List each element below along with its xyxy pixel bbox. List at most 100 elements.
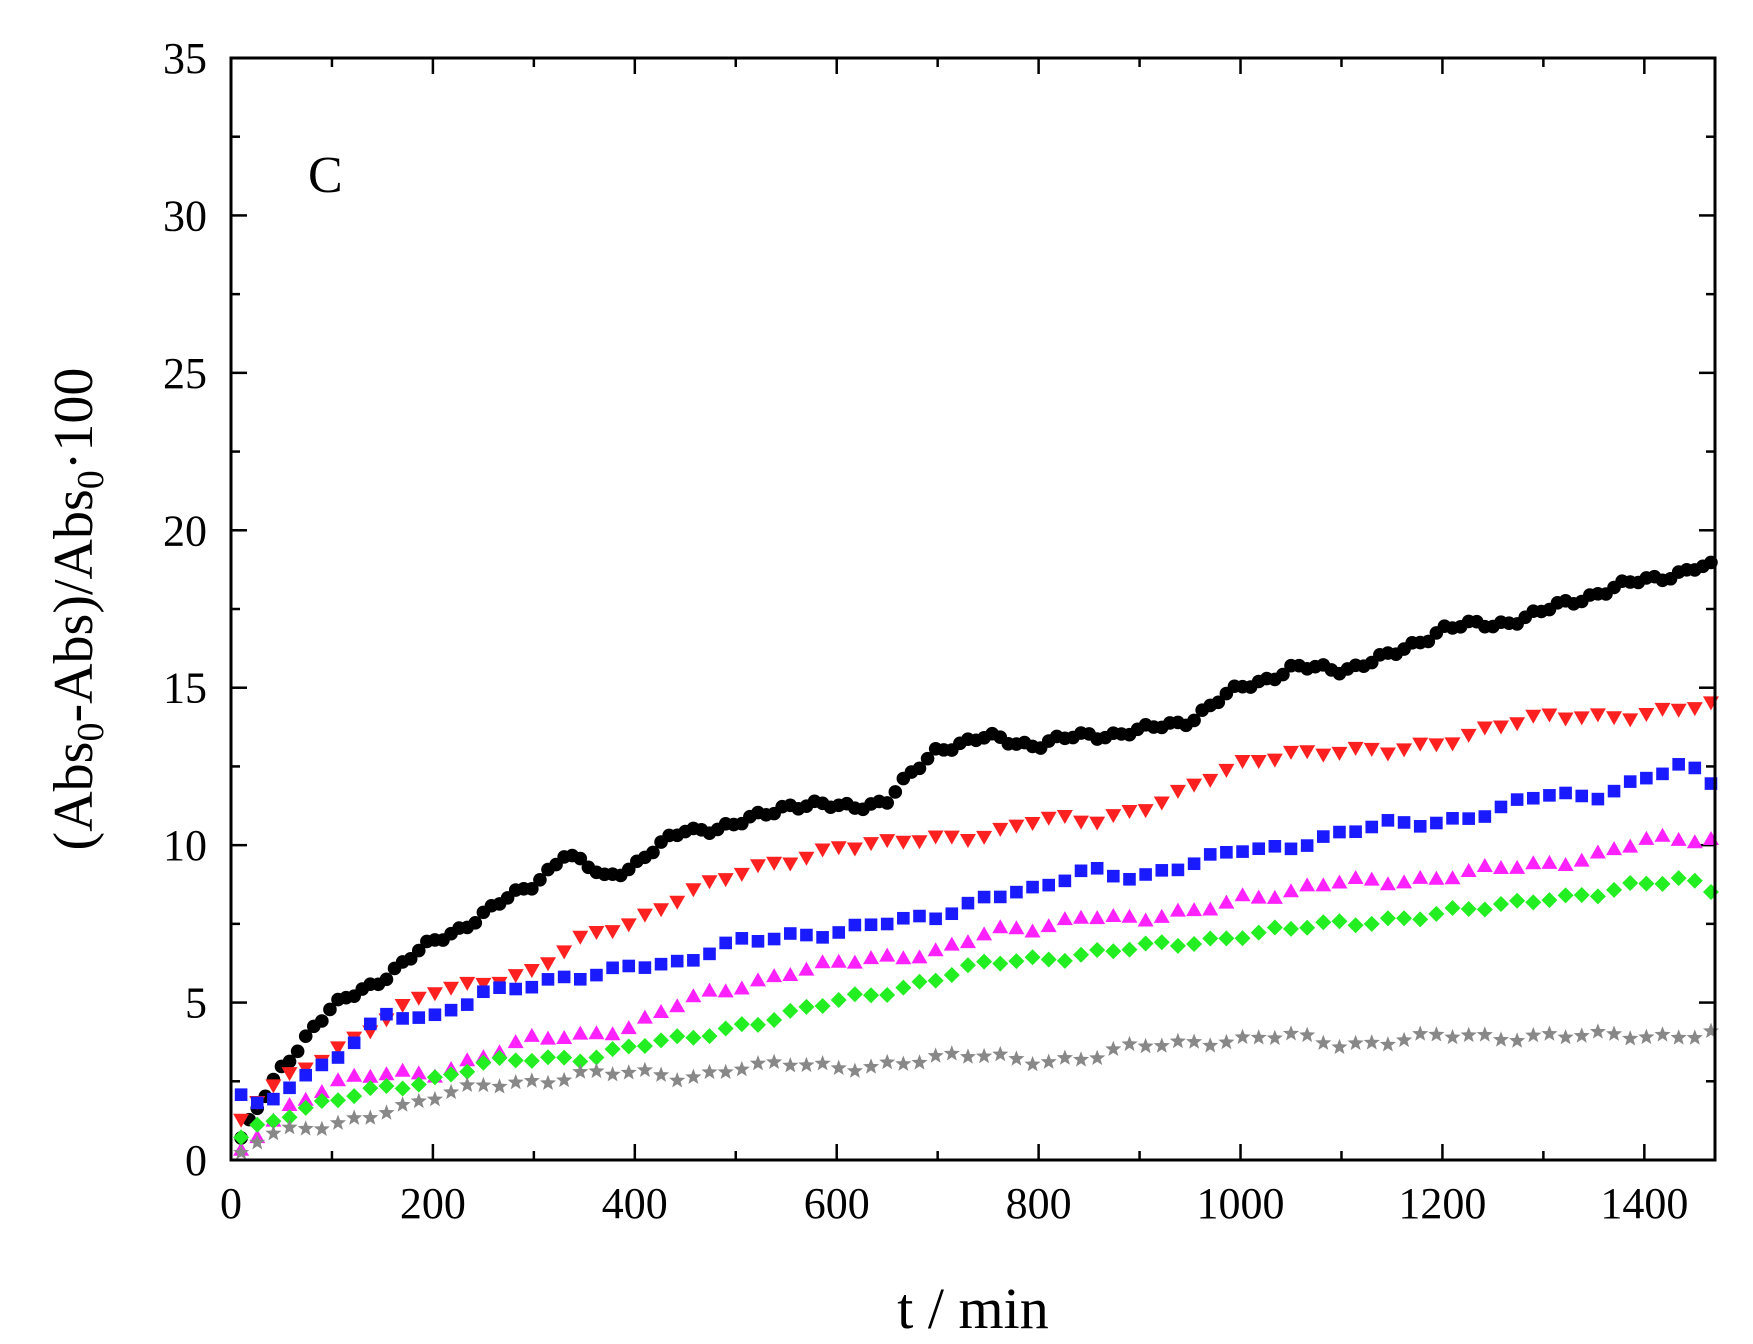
data-point	[379, 972, 394, 987]
data-point	[1105, 1040, 1122, 1056]
data-point	[346, 1088, 363, 1105]
data-point	[1315, 1034, 1332, 1050]
data-point	[1379, 910, 1396, 927]
data-point	[670, 954, 684, 968]
data-point	[1123, 872, 1136, 886]
data-point	[1573, 852, 1590, 867]
data-point	[992, 822, 1009, 837]
data-point	[701, 1063, 718, 1080]
plot-frame	[229, 56, 1717, 1162]
data-point	[378, 1066, 395, 1081]
y-title-subscript: 0	[70, 723, 112, 742]
data-point	[1187, 713, 1201, 728]
data-point	[1315, 748, 1332, 763]
data-point	[1444, 1028, 1461, 1045]
data-point	[331, 1051, 345, 1064]
data-point	[588, 1049, 605, 1066]
data-point	[1347, 870, 1364, 885]
data-point	[1363, 742, 1380, 757]
data-point	[346, 1109, 363, 1125]
data-point	[1331, 746, 1348, 761]
data-point	[945, 907, 959, 921]
data-point	[477, 985, 490, 999]
data-point	[396, 1012, 409, 1025]
y-title-part: (Abs	[43, 742, 105, 851]
data-point	[1654, 827, 1671, 842]
data-point	[1656, 767, 1669, 781]
data-point	[1476, 721, 1493, 736]
data-point	[1186, 902, 1203, 917]
data-point	[1058, 874, 1072, 888]
data-point	[1492, 720, 1509, 735]
data-point	[863, 987, 880, 1004]
data-point	[1252, 842, 1265, 856]
data-series	[233, 555, 1719, 1160]
data-point	[364, 1017, 377, 1031]
data-point	[1541, 892, 1558, 909]
series-star	[233, 1022, 1719, 1160]
data-point	[394, 1096, 411, 1112]
data-point	[911, 949, 928, 964]
data-point	[1702, 883, 1719, 900]
data-point	[669, 1028, 686, 1045]
data-point	[267, 1092, 280, 1106]
data-point	[1591, 792, 1605, 806]
data-point	[863, 837, 880, 852]
data-point	[1283, 883, 1299, 898]
data-point	[1300, 839, 1314, 852]
data-point	[1187, 857, 1201, 871]
series-square	[234, 758, 1718, 1110]
data-point	[1089, 910, 1106, 925]
data-point	[1430, 816, 1443, 830]
data-point	[556, 1049, 573, 1066]
data-point	[573, 851, 588, 866]
data-point	[943, 830, 960, 845]
data-point	[814, 998, 831, 1015]
data-point	[977, 890, 991, 904]
data-point	[1105, 809, 1122, 824]
data-point	[297, 1099, 314, 1116]
data-point	[1299, 745, 1316, 760]
data-point	[444, 1003, 458, 1017]
data-point	[1460, 728, 1477, 743]
data-point	[943, 936, 960, 951]
data-point	[539, 957, 556, 972]
data-point	[1139, 868, 1152, 881]
data-point	[572, 930, 589, 945]
data-point	[1541, 854, 1558, 869]
data-point	[1331, 913, 1348, 930]
data-point	[912, 761, 927, 776]
data-point	[879, 947, 896, 962]
data-point	[1381, 814, 1395, 827]
data-point	[491, 1050, 508, 1067]
data-point	[588, 1025, 605, 1040]
data-point	[1250, 889, 1267, 904]
data-point	[1413, 820, 1427, 833]
data-point	[523, 1072, 540, 1088]
data-point	[1606, 711, 1623, 726]
data-point	[798, 998, 815, 1015]
data-point	[798, 1056, 815, 1073]
data-point	[1654, 702, 1671, 717]
data-point	[1575, 789, 1589, 803]
data-point	[281, 1109, 298, 1126]
data-point	[1702, 1022, 1719, 1038]
data-point	[1686, 872, 1703, 889]
data-point	[654, 957, 668, 971]
data-point	[783, 927, 797, 940]
data-point	[636, 1037, 653, 1054]
data-point	[411, 943, 426, 958]
data-point	[233, 1113, 250, 1128]
data-point	[1606, 841, 1623, 856]
data-point	[475, 977, 492, 992]
data-point	[1153, 908, 1170, 923]
y-tick-label: 0	[185, 1136, 207, 1185]
data-point	[1024, 1055, 1041, 1072]
data-point	[1008, 953, 1025, 970]
y-tick-label: 20	[163, 506, 207, 555]
data-point	[1299, 1026, 1316, 1043]
data-point	[572, 1025, 589, 1040]
data-point	[636, 1061, 653, 1077]
data-point	[1218, 763, 1235, 778]
data-point	[1202, 1037, 1219, 1053]
